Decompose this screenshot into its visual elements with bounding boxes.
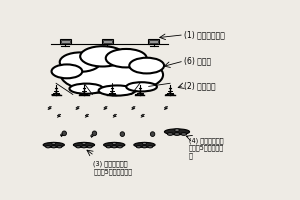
Polygon shape [91,135,93,138]
Text: (2) 监控基站: (2) 监控基站 [184,81,216,90]
Polygon shape [131,106,135,110]
Ellipse shape [136,146,141,148]
Ellipse shape [103,142,125,147]
Ellipse shape [129,58,164,73]
FancyBboxPatch shape [103,40,112,43]
Ellipse shape [142,146,147,148]
Text: (3) 固定无线节点
包括（5）化学传感器: (3) 固定无线节点 包括（5）化学传感器 [93,160,132,175]
Ellipse shape [43,142,64,147]
Ellipse shape [57,146,62,148]
Ellipse shape [134,142,155,147]
Ellipse shape [106,146,111,148]
Ellipse shape [52,142,56,145]
Ellipse shape [175,129,179,131]
Ellipse shape [92,131,97,136]
Ellipse shape [126,82,157,91]
Polygon shape [76,106,80,110]
Ellipse shape [80,46,125,67]
Ellipse shape [112,146,117,148]
Ellipse shape [60,52,100,72]
FancyBboxPatch shape [149,40,158,43]
Polygon shape [60,134,63,137]
Ellipse shape [181,133,187,135]
Ellipse shape [112,142,116,145]
FancyBboxPatch shape [148,39,159,44]
Ellipse shape [82,146,86,148]
Ellipse shape [69,84,103,94]
Text: (4) 移动无线节点
包括（5）化学传感
器: (4) 移动无线节点 包括（5）化学传感 器 [189,137,224,159]
Polygon shape [103,106,107,110]
Ellipse shape [164,129,190,135]
Polygon shape [113,114,117,117]
Ellipse shape [46,146,50,148]
Ellipse shape [150,132,155,136]
Ellipse shape [142,142,146,145]
Ellipse shape [120,132,124,136]
Polygon shape [57,114,61,117]
Ellipse shape [74,142,94,147]
Ellipse shape [174,133,180,135]
Polygon shape [48,106,52,110]
Text: (6) 骨干网: (6) 骨干网 [184,56,211,65]
Ellipse shape [167,133,173,135]
FancyBboxPatch shape [61,40,70,43]
Polygon shape [141,114,145,117]
Ellipse shape [106,49,147,67]
FancyBboxPatch shape [102,39,113,44]
Ellipse shape [82,142,86,145]
Ellipse shape [61,56,163,93]
Polygon shape [85,114,89,117]
Ellipse shape [99,85,135,96]
FancyBboxPatch shape [60,39,71,44]
Ellipse shape [51,146,56,148]
Ellipse shape [76,146,81,148]
Ellipse shape [148,146,153,148]
Ellipse shape [52,64,82,78]
Polygon shape [164,106,168,110]
Ellipse shape [87,146,92,148]
Ellipse shape [118,146,122,148]
Text: (1) 监控管理中心: (1) 监控管理中心 [184,30,225,39]
Ellipse shape [62,131,67,136]
